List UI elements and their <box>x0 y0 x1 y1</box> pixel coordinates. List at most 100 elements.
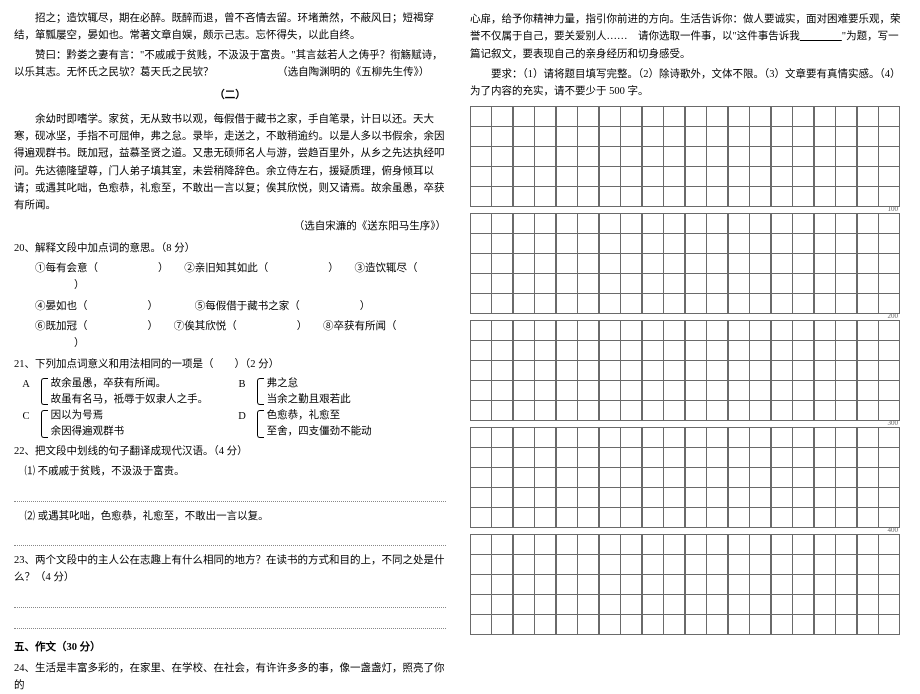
grid-cell[interactable] <box>663 340 685 361</box>
grid-cell[interactable] <box>556 320 578 341</box>
grid-cell[interactable] <box>728 594 750 615</box>
grid-cell[interactable] <box>491 146 513 167</box>
grid-cell[interactable] <box>878 447 900 468</box>
grid-cell[interactable] <box>878 253 900 274</box>
grid-cell[interactable] <box>792 614 814 635</box>
grid-cell[interactable] <box>491 614 513 635</box>
grid-cell[interactable] <box>749 467 771 488</box>
grid-cell[interactable] <box>556 614 578 635</box>
grid-cell[interactable] <box>792 380 814 401</box>
grid-cell[interactable] <box>728 427 750 448</box>
grid-cell[interactable] <box>491 360 513 381</box>
grid-cell[interactable] <box>620 614 642 635</box>
grid-cell[interactable] <box>706 106 728 127</box>
grid-cell[interactable] <box>857 213 879 234</box>
grid-cell[interactable] <box>491 400 513 421</box>
grid-cell[interactable] <box>685 447 707 468</box>
grid-cell[interactable] <box>534 106 556 127</box>
grid-cell[interactable] <box>513 166 535 187</box>
grid-cell[interactable] <box>620 253 642 274</box>
grid-cell[interactable] <box>470 380 492 401</box>
grid-cell[interactable] <box>749 574 771 595</box>
grid-cell[interactable] <box>577 487 599 508</box>
grid-cell[interactable] <box>534 186 556 207</box>
grid-cell[interactable] <box>642 233 664 254</box>
grid-cell[interactable] <box>792 233 814 254</box>
grid-cell[interactable] <box>771 574 793 595</box>
grid-cell[interactable] <box>749 233 771 254</box>
grid-cell[interactable] <box>470 293 492 314</box>
grid-cell[interactable] <box>771 447 793 468</box>
grid-cell[interactable] <box>835 594 857 615</box>
grid-cell[interactable] <box>857 507 879 528</box>
grid-cell[interactable] <box>642 427 664 448</box>
grid-cell[interactable] <box>556 293 578 314</box>
grid-cell[interactable] <box>878 320 900 341</box>
grid-cell[interactable] <box>491 380 513 401</box>
grid-cell[interactable] <box>642 360 664 381</box>
grid-cell[interactable] <box>728 340 750 361</box>
grid-cell[interactable] <box>599 253 621 274</box>
grid-cell[interactable] <box>577 293 599 314</box>
grid-cell[interactable] <box>491 574 513 595</box>
grid-cell[interactable] <box>534 340 556 361</box>
grid-cell[interactable] <box>835 360 857 381</box>
grid-cell[interactable] <box>534 614 556 635</box>
grid-cell[interactable] <box>878 360 900 381</box>
grid-cell[interactable] <box>577 340 599 361</box>
grid-cell[interactable] <box>534 360 556 381</box>
grid-cell[interactable] <box>835 146 857 167</box>
grid-cell[interactable] <box>706 594 728 615</box>
grid-cell[interactable] <box>470 554 492 575</box>
grid-cell[interactable] <box>642 574 664 595</box>
grid-cell[interactable] <box>577 166 599 187</box>
grid-cell[interactable] <box>556 400 578 421</box>
grid-cell[interactable] <box>599 427 621 448</box>
grid-cell[interactable] <box>749 554 771 575</box>
grid-cell[interactable] <box>792 594 814 615</box>
grid-cell[interactable] <box>771 293 793 314</box>
grid-cell[interactable] <box>814 273 836 294</box>
grid-cell[interactable] <box>728 487 750 508</box>
grid-cell[interactable] <box>857 186 879 207</box>
grid-cell[interactable] <box>556 594 578 615</box>
grid-cell[interactable] <box>706 554 728 575</box>
grid-cell[interactable] <box>835 213 857 234</box>
grid-cell[interactable] <box>857 447 879 468</box>
grid-cell[interactable] <box>577 273 599 294</box>
grid-cell[interactable] <box>728 213 750 234</box>
grid-cell[interactable] <box>534 233 556 254</box>
grid-cell[interactable] <box>491 507 513 528</box>
grid-cell[interactable] <box>470 594 492 615</box>
grid-cell[interactable] <box>620 186 642 207</box>
grid-cell[interactable] <box>771 554 793 575</box>
grid-cell[interactable] <box>771 320 793 341</box>
grid-cell[interactable] <box>513 487 535 508</box>
grid-cell[interactable] <box>534 293 556 314</box>
grid-cell[interactable] <box>857 106 879 127</box>
grid-cell[interactable] <box>513 594 535 615</box>
grid-cell[interactable] <box>513 213 535 234</box>
grid-cell[interactable] <box>728 146 750 167</box>
grid-cell[interactable] <box>814 293 836 314</box>
grid-cell[interactable] <box>620 106 642 127</box>
grid-cell[interactable] <box>556 126 578 147</box>
grid-cell[interactable] <box>599 126 621 147</box>
grid-cell[interactable] <box>470 146 492 167</box>
grid-cell[interactable] <box>878 126 900 147</box>
grid-cell[interactable] <box>878 574 900 595</box>
grid-cell[interactable] <box>771 146 793 167</box>
grid-cell[interactable] <box>878 340 900 361</box>
grid-cell[interactable] <box>835 400 857 421</box>
grid-cell[interactable] <box>642 126 664 147</box>
grid-cell[interactable] <box>599 320 621 341</box>
grid-cell[interactable] <box>663 166 685 187</box>
grid-cell[interactable] <box>706 360 728 381</box>
grid-cell[interactable] <box>642 146 664 167</box>
grid-cell[interactable] <box>814 400 836 421</box>
grid-cell[interactable] <box>878 534 900 555</box>
grid-cell[interactable] <box>642 614 664 635</box>
grid-cell[interactable] <box>728 293 750 314</box>
grid-cell[interactable] <box>642 487 664 508</box>
grid-cell[interactable] <box>513 273 535 294</box>
